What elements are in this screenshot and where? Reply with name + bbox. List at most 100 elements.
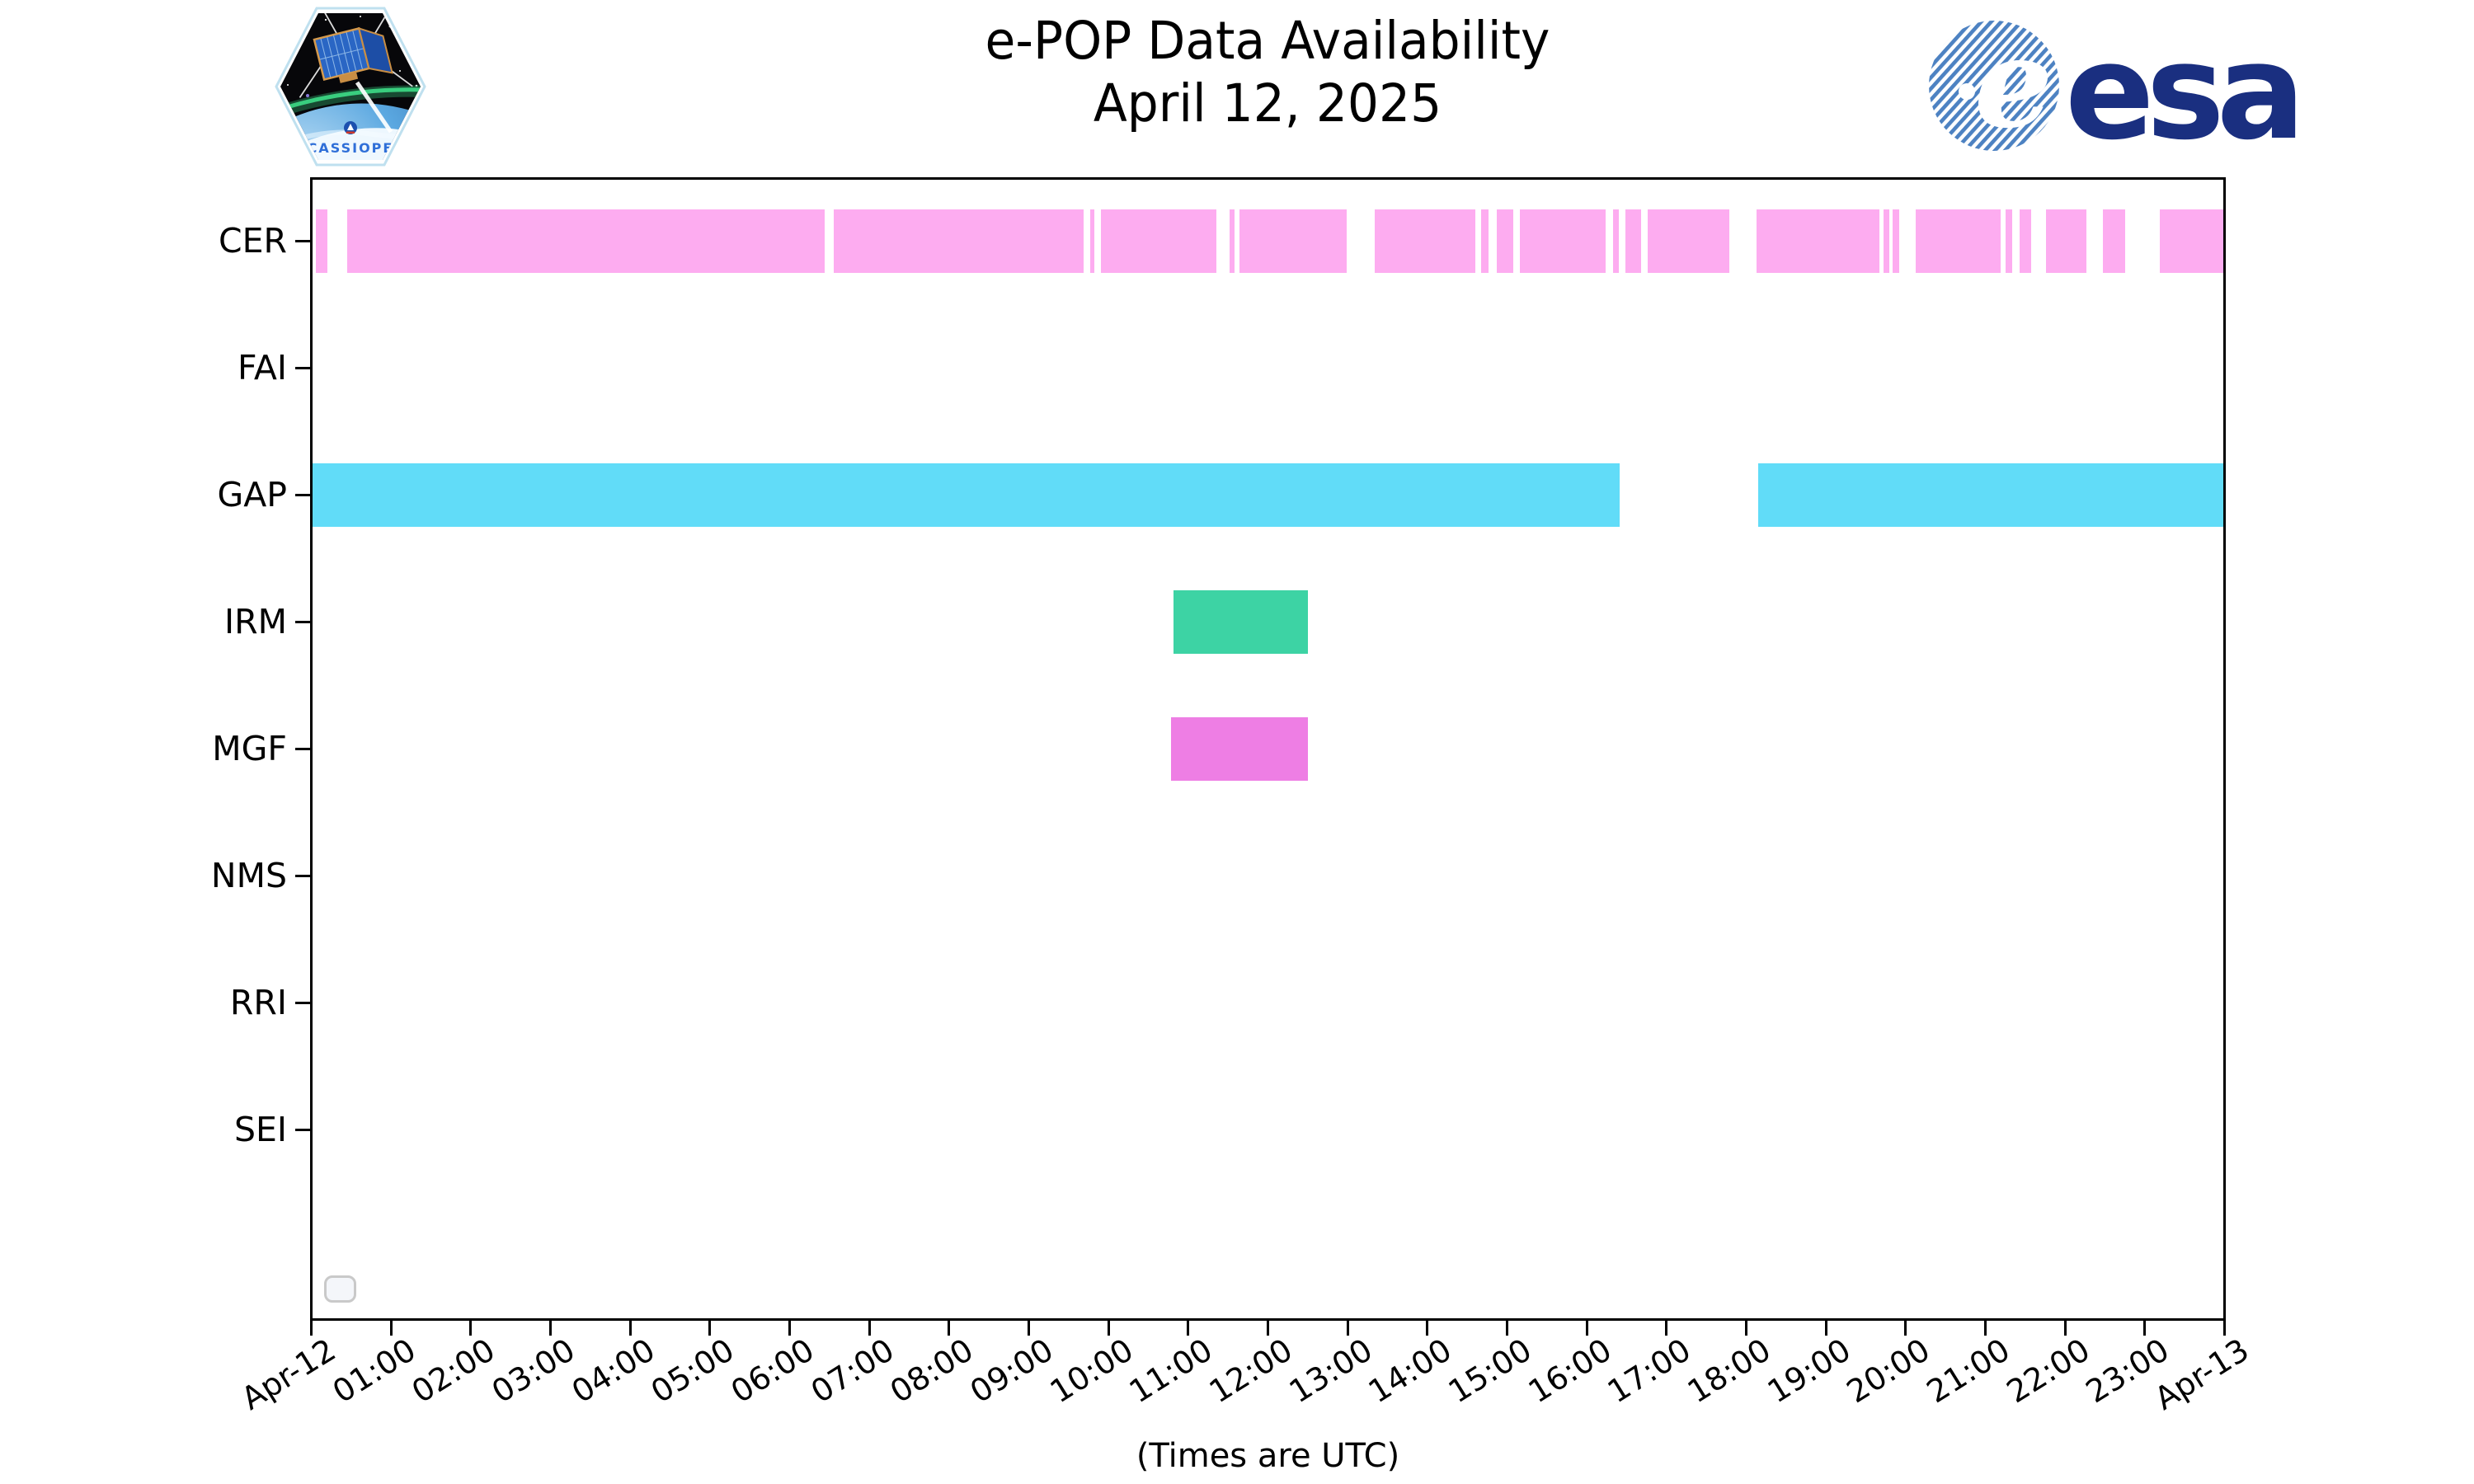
x-tick-label: 03:00 [485, 1331, 581, 1411]
legend-box [324, 1275, 356, 1303]
chart-title-line1: e-POP Data Availability [985, 11, 1550, 71]
availability-bar-irm [1173, 589, 1308, 654]
x-tick [1187, 1320, 1190, 1336]
y-tick [295, 874, 311, 877]
x-tick-label: 21:00 [1920, 1331, 2016, 1411]
x-tick [469, 1320, 473, 1336]
x-tick-label: 12:00 [1202, 1331, 1299, 1411]
availability-bar-cer [1230, 209, 1235, 273]
row-label-mgf: MGF [212, 729, 287, 768]
x-tick [1745, 1320, 1747, 1336]
availability-bar-mgf [1170, 716, 1308, 781]
x-tick-label: 04:00 [565, 1331, 661, 1411]
esa-logo-icon: e esa [1929, 13, 2299, 158]
x-tick [948, 1320, 951, 1336]
availability-bar-cer [1883, 209, 1890, 273]
x-tick [310, 1320, 313, 1336]
row-label-gap: GAP [217, 475, 287, 514]
x-tick-label: 05:00 [644, 1331, 741, 1411]
availability-bar-cer [2045, 209, 2086, 273]
availability-bar-cer [1612, 209, 1620, 273]
x-tick [1506, 1320, 1508, 1336]
x-tick [1028, 1320, 1030, 1336]
row-label-fai: FAI [238, 348, 287, 387]
availability-bar-gap [313, 463, 1620, 527]
esa-globe-dot [1959, 83, 1975, 100]
x-tick-label: 17:00 [1601, 1331, 1698, 1411]
x-tick [1346, 1320, 1349, 1336]
x-tick [1984, 1320, 1987, 1336]
x-tick [708, 1320, 712, 1336]
plot-area [310, 177, 2226, 1321]
csa-logo-icon [344, 121, 357, 134]
x-tick-label: 06:00 [724, 1331, 821, 1411]
x-tick-label: 07:00 [804, 1331, 901, 1411]
availability-bar-cer [1496, 209, 1513, 273]
availability-bar-cer [1757, 209, 1879, 273]
x-tick [788, 1320, 791, 1336]
availability-bar-cer [1374, 209, 1475, 273]
y-tick [295, 1128, 311, 1131]
y-tick [295, 1001, 311, 1004]
availability-bar-cer [1893, 209, 1900, 273]
y-tick [295, 620, 311, 623]
x-tick-label: 09:00 [963, 1331, 1060, 1411]
x-tick [2223, 1320, 2226, 1336]
availability-bar-cer [2103, 209, 2126, 273]
row-label-cer: CER [218, 221, 287, 261]
x-tick [1904, 1320, 1907, 1336]
x-tick-label: 01:00 [326, 1331, 422, 1411]
esa-globe [1929, 21, 2059, 151]
x-tick-label: 11:00 [1122, 1331, 1220, 1411]
x-tick [389, 1320, 393, 1336]
availability-bar-cer [1625, 209, 1642, 273]
y-tick [295, 239, 311, 242]
x-tick-label: 13:00 [1282, 1331, 1379, 1411]
x-tick [1824, 1320, 1827, 1336]
availability-bar-cer [1239, 209, 1348, 273]
x-tick-label: 10:00 [1043, 1331, 1140, 1411]
chart-title: e-POP Data Availability April 12, 2025 [876, 12, 1659, 134]
x-tick [868, 1320, 871, 1336]
x-tick [1107, 1320, 1110, 1336]
x-tick-label: 14:00 [1362, 1331, 1459, 1411]
x-tick-label: 20:00 [1840, 1331, 1937, 1411]
chart-title-line2: April 12, 2025 [1093, 73, 1442, 134]
availability-bar-cer [1481, 209, 1489, 273]
x-tick-label: 22:00 [2000, 1331, 2096, 1411]
cassiope-mission-patch-icon: CASSIOPE [275, 7, 426, 167]
availability-bar-cer [834, 209, 1084, 273]
x-tick-label: 08:00 [883, 1331, 981, 1411]
patch-satellite [299, 13, 413, 98]
availability-bar-gap [1758, 463, 2223, 527]
x-tick [2063, 1320, 2067, 1336]
x-tick [1267, 1320, 1269, 1336]
x-tick-label: 16:00 [1522, 1331, 1618, 1411]
x-tick [2143, 1320, 2147, 1336]
x-tick-label: 18:00 [1681, 1331, 1777, 1411]
row-label-rri: RRI [229, 983, 287, 1022]
availability-bar-cer [1090, 209, 1095, 273]
x-tick-label: 15:00 [1442, 1331, 1538, 1411]
y-tick [295, 366, 311, 369]
x-tick [628, 1320, 632, 1336]
x-tick-label: 02:00 [405, 1331, 502, 1411]
availability-bar-cer [1648, 209, 1730, 273]
x-tick-label: 19:00 [1761, 1331, 1857, 1411]
x-tick [1665, 1320, 1668, 1336]
availability-bar-cer [346, 209, 825, 273]
y-tick [295, 747, 311, 750]
patch-beam [355, 81, 393, 134]
y-tick [295, 493, 311, 496]
availability-bar-cer [315, 209, 328, 273]
row-label-irm: IRM [224, 602, 287, 641]
x-tick [549, 1320, 552, 1336]
availability-bar-cer [2159, 209, 2223, 273]
x-tick [1426, 1320, 1429, 1336]
row-label-nms: NMS [210, 856, 287, 895]
esa-wordmark: esa [2065, 15, 2298, 158]
row-label-sei: SEI [233, 1110, 287, 1149]
availability-bar-cer [2006, 209, 2013, 273]
esa-globe-e: e [1974, 13, 2053, 156]
